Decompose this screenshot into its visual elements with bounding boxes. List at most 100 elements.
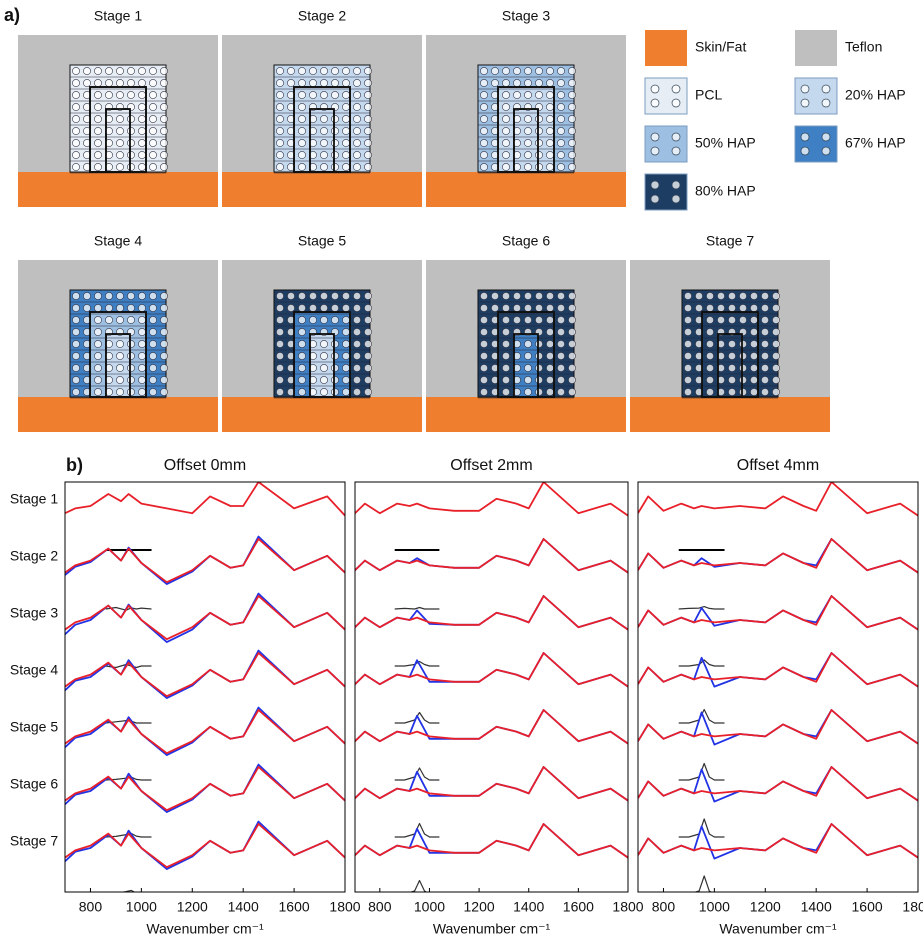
pore [822, 85, 830, 93]
pore [320, 139, 327, 146]
pore [138, 388, 145, 395]
pore [160, 67, 167, 74]
pore [557, 103, 564, 110]
pore [684, 328, 691, 335]
panel-label: a) [4, 5, 20, 25]
pore [568, 163, 575, 170]
pore [320, 115, 327, 122]
pore [72, 163, 79, 170]
pore [331, 376, 338, 383]
pore [342, 115, 349, 122]
stage-title: Stage 5 [298, 233, 346, 249]
pore [651, 99, 659, 107]
pore [568, 328, 575, 335]
x-tick-label: 800 [652, 899, 676, 915]
pore [535, 376, 542, 383]
pore [320, 91, 327, 98]
x-tick-label: 1600 [852, 899, 883, 915]
pore [72, 316, 79, 323]
pore [364, 91, 371, 98]
pore [287, 292, 294, 299]
pore [524, 352, 531, 359]
pore [160, 151, 167, 158]
pore [160, 91, 167, 98]
pore [739, 376, 746, 383]
red-spectrum [65, 653, 345, 696]
pore [331, 388, 338, 395]
pore [276, 91, 283, 98]
legend-swatch [645, 126, 687, 162]
pore [524, 340, 531, 347]
pore [72, 292, 79, 299]
pore [750, 292, 757, 299]
pore [524, 91, 531, 98]
pore [331, 316, 338, 323]
pore [557, 67, 564, 74]
pore [116, 79, 123, 86]
pore [149, 376, 156, 383]
pore [105, 79, 112, 86]
x-axis-label: Wavenumber cm⁻¹ [146, 921, 264, 937]
pore [309, 304, 316, 311]
pore [535, 67, 542, 74]
pore [116, 292, 123, 299]
pore [684, 292, 691, 299]
pore [739, 292, 746, 299]
pore [94, 127, 101, 134]
pore [72, 127, 79, 134]
pore [524, 364, 531, 371]
pore [309, 79, 316, 86]
pore [684, 304, 691, 311]
pore [728, 376, 735, 383]
pore [149, 352, 156, 359]
pore [524, 139, 531, 146]
pore [772, 304, 779, 311]
pore [116, 139, 123, 146]
red-spectrum [65, 596, 345, 639]
pore [276, 103, 283, 110]
pore [72, 139, 79, 146]
pore [353, 163, 360, 170]
pore [568, 103, 575, 110]
pore [502, 103, 509, 110]
legend-swatch [795, 126, 837, 162]
pore [546, 115, 553, 122]
pore [72, 103, 79, 110]
pore [320, 316, 327, 323]
pore [728, 364, 735, 371]
pore [331, 292, 338, 299]
diff-spectrum [679, 660, 725, 666]
legend-swatch [645, 78, 687, 114]
pore [331, 139, 338, 146]
pore [138, 139, 145, 146]
pore [94, 340, 101, 347]
pore [772, 364, 779, 371]
pore [684, 316, 691, 323]
pore [138, 127, 145, 134]
pore [127, 292, 134, 299]
pore [772, 316, 779, 323]
pore [138, 292, 145, 299]
legend-label: 20% HAP [845, 87, 906, 103]
pore [364, 151, 371, 158]
skin-fat [630, 397, 830, 432]
pore [728, 352, 735, 359]
pore [557, 151, 564, 158]
stage-label: Stage 1 [10, 491, 58, 507]
pore [761, 328, 768, 335]
pore [546, 316, 553, 323]
pore [822, 99, 830, 107]
pore [502, 139, 509, 146]
pore [739, 388, 746, 395]
pore [149, 163, 156, 170]
pore [750, 304, 757, 311]
pore [127, 316, 134, 323]
pore [320, 292, 327, 299]
red-spectrum [65, 767, 345, 810]
pore [160, 304, 167, 311]
pore [502, 328, 509, 335]
pore [276, 352, 283, 359]
pore [105, 91, 112, 98]
pore [160, 79, 167, 86]
pore [276, 364, 283, 371]
